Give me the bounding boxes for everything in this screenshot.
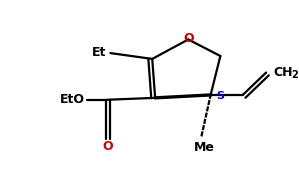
Text: O: O <box>102 140 113 153</box>
Text: Me: Me <box>193 141 214 154</box>
Text: S: S <box>216 91 224 101</box>
Text: 2: 2 <box>292 70 298 80</box>
Text: O: O <box>183 32 193 45</box>
Text: EtO: EtO <box>60 93 85 106</box>
Text: Et: Et <box>91 46 106 59</box>
Text: CH: CH <box>273 66 292 79</box>
